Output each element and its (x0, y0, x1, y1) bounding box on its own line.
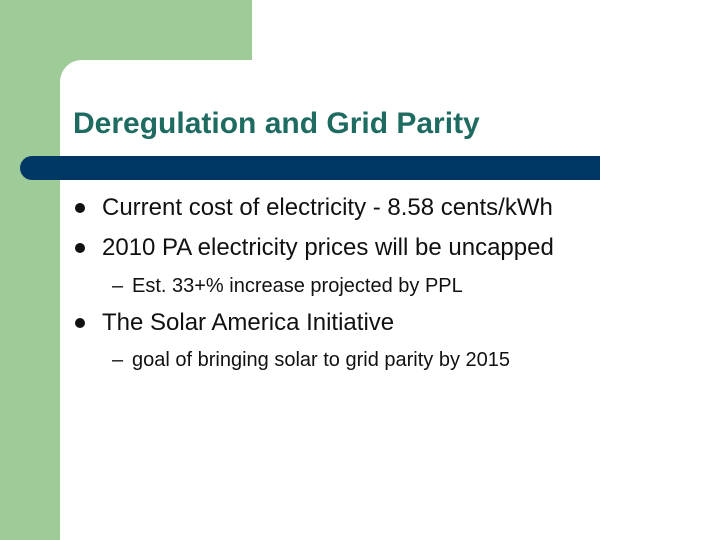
sub-bullet-text: Est. 33+% increase projected by PPL (132, 275, 463, 297)
bullet-text: Current cost of electricity - 8.58 cents… (102, 194, 553, 221)
bullet-dot-icon (75, 243, 85, 253)
slide-content-panel (60, 60, 720, 540)
title-underline-bar (20, 156, 600, 180)
bullet-text: 2010 PA electricity prices will be uncap… (102, 234, 554, 261)
dash-icon: – (112, 349, 124, 371)
sub-bullet-text: goal of bringing solar to grid parity by… (132, 349, 511, 371)
bullet-dot-icon (75, 318, 85, 328)
bullet-text: The Solar America Initiative (102, 309, 395, 336)
dash-icon: – (112, 275, 124, 297)
slide-title: Deregulation and Grid Parity (73, 107, 480, 140)
decorative-green-band-left (0, 0, 60, 540)
bullet-dot-icon (75, 203, 85, 213)
